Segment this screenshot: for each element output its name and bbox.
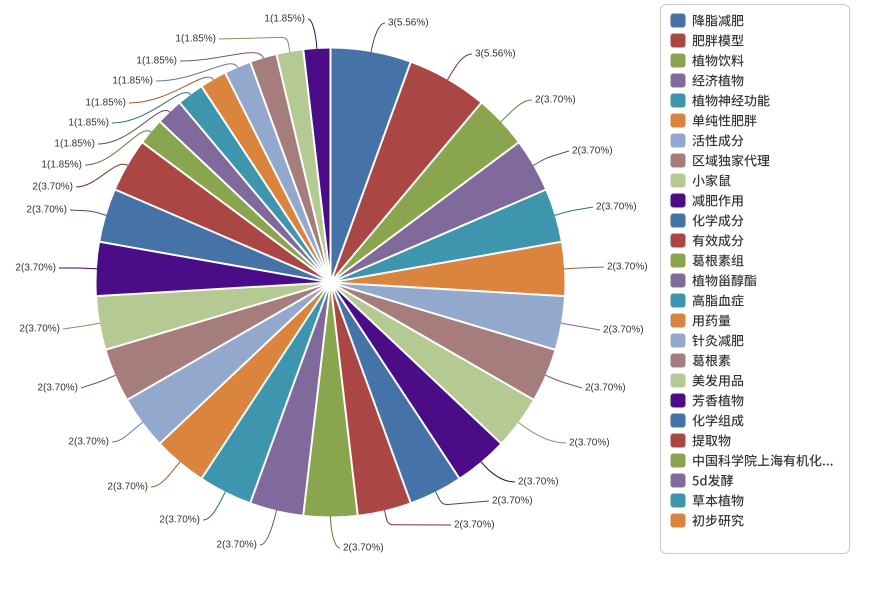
svg-text:2(3.70%): 2(3.70%) xyxy=(596,202,637,213)
svg-text:2(3.70%): 2(3.70%) xyxy=(607,262,648,273)
svg-text:2(3.70%): 2(3.70%) xyxy=(569,438,610,449)
svg-text:2(3.70%): 2(3.70%) xyxy=(216,540,257,551)
svg-text:2(3.70%): 2(3.70%) xyxy=(26,205,67,216)
svg-text:2(3.70%): 2(3.70%) xyxy=(159,515,200,526)
svg-text:1(1.85%): 1(1.85%) xyxy=(85,98,126,109)
svg-text:1(1.85%): 1(1.85%) xyxy=(41,160,82,171)
svg-text:2(3.70%): 2(3.70%) xyxy=(343,543,384,554)
svg-text:2(3.70%): 2(3.70%) xyxy=(454,520,495,531)
svg-text:2(3.70%): 2(3.70%) xyxy=(68,437,109,448)
svg-text:1(1.85%): 1(1.85%) xyxy=(112,76,153,87)
svg-text:2(3.70%): 2(3.70%) xyxy=(107,482,148,493)
svg-text:1(1.85%): 1(1.85%) xyxy=(68,118,109,129)
svg-text:2(3.70%): 2(3.70%) xyxy=(603,325,644,336)
svg-text:2(3.70%): 2(3.70%) xyxy=(15,263,56,274)
svg-text:2(3.70%): 2(3.70%) xyxy=(535,95,576,106)
svg-text:1(1.85%): 1(1.85%) xyxy=(175,34,216,45)
svg-text:1(1.85%): 1(1.85%) xyxy=(54,139,95,150)
svg-text:2(3.70%): 2(3.70%) xyxy=(32,182,73,193)
svg-text:2(3.70%): 2(3.70%) xyxy=(19,324,60,335)
svg-text:2(3.70%): 2(3.70%) xyxy=(37,383,78,394)
svg-text:2(3.70%): 2(3.70%) xyxy=(518,477,559,488)
svg-text:3(5.56%): 3(5.56%) xyxy=(388,18,429,29)
svg-text:2(3.70%): 2(3.70%) xyxy=(572,146,613,157)
svg-text:2(3.70%): 2(3.70%) xyxy=(585,383,626,394)
svg-text:1(1.85%): 1(1.85%) xyxy=(136,56,177,67)
svg-text:3(5.56%): 3(5.56%) xyxy=(475,49,516,60)
svg-text:2(3.70%): 2(3.70%) xyxy=(492,496,533,507)
svg-text:1(1.85%): 1(1.85%) xyxy=(264,14,305,25)
